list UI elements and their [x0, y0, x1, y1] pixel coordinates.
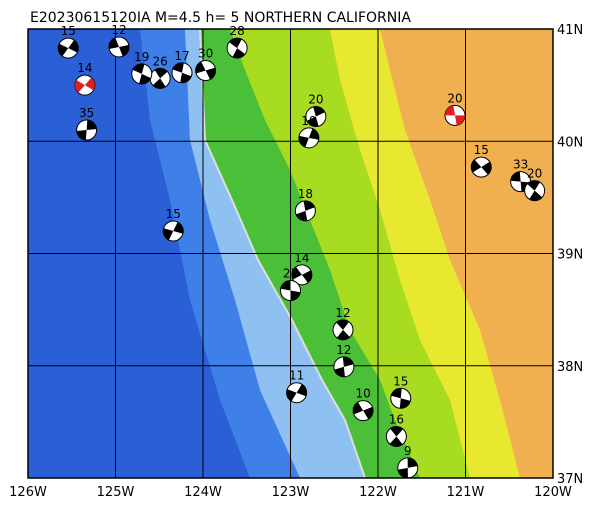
depth-label: 35	[79, 106, 94, 120]
depth-label: 10	[355, 387, 370, 401]
compression-quadrant	[527, 180, 543, 201]
focal-mechanism: 28	[226, 24, 248, 59]
focal-mechanism: 17	[171, 49, 193, 84]
depth-label: 15	[166, 207, 181, 221]
focal-mechanism: 12	[333, 343, 355, 378]
focal-mechanism: 26	[149, 54, 171, 89]
compression-quadrant	[389, 426, 404, 447]
x-tick-label: 126W	[9, 485, 47, 500]
focal-mechanism: 15	[470, 143, 492, 178]
compression-quadrant	[334, 356, 354, 377]
focal-mechanism: 12	[108, 23, 130, 58]
y-tick-label: 40N	[557, 135, 583, 150]
x-tick-label: 120W	[534, 485, 572, 500]
compression-quadrant	[291, 266, 312, 283]
depth-label: 20	[527, 167, 542, 181]
focal-mechanism: 10	[298, 114, 320, 149]
depth-label: 19	[134, 50, 149, 64]
depth-label: 28	[229, 24, 244, 38]
y-tick-label: 38N	[557, 360, 583, 375]
compression-quadrant	[296, 200, 315, 221]
depth-label: 15	[474, 143, 489, 157]
depth-label: 30	[198, 47, 213, 61]
focal-mechanism: 14	[291, 251, 313, 286]
compression-quadrant	[353, 402, 374, 420]
compression-quadrant	[76, 120, 97, 140]
x-tick-label: 125W	[97, 485, 135, 500]
depth-label: 18	[298, 187, 313, 201]
focal-mechanism: 20	[524, 167, 546, 202]
compression-quadrant	[336, 319, 350, 340]
x-tick-label: 123W	[272, 485, 310, 500]
y-tick-label: 39N	[557, 248, 583, 263]
x-tick-label: 124W	[184, 485, 222, 500]
compression-quadrant	[58, 40, 79, 57]
depth-label: 16	[389, 412, 404, 426]
depth-label: 33	[513, 158, 528, 172]
focal-mechanism: 15	[57, 24, 79, 59]
focal-mechanism: 21	[280, 267, 301, 302]
focal-mechanism: 15	[162, 207, 184, 242]
focal-mechanism: 35	[76, 106, 98, 141]
focal-mechanism: 18	[294, 187, 316, 222]
compression-quadrant	[397, 457, 418, 478]
compression-quadrant	[445, 105, 466, 126]
focal-mechanism: 20	[305, 93, 327, 128]
compression-quadrant	[108, 37, 130, 57]
x-tick-label: 122W	[359, 485, 397, 500]
depth-label: 14	[294, 251, 309, 265]
compression-quadrant	[280, 280, 301, 301]
focal-mechanism: 11	[286, 369, 308, 404]
depth-label: 17	[174, 49, 189, 63]
focal-mechanism: 16	[385, 412, 407, 447]
compression-quadrant	[391, 388, 411, 409]
compression-quadrant	[74, 77, 95, 93]
depth-label: 20	[308, 93, 323, 107]
x-tick-label: 121W	[447, 485, 485, 500]
frame	[27, 28, 554, 479]
focal-mechanism: 30	[195, 47, 217, 82]
y-tick-label: 41N	[557, 23, 583, 38]
compression-quadrant	[229, 38, 246, 59]
focal-mechanism: 20	[444, 91, 466, 126]
compression-quadrant	[471, 159, 492, 175]
focal-mechanism: 9	[397, 444, 419, 479]
depth-label: 15	[393, 374, 408, 388]
compression-quadrant	[195, 61, 216, 80]
compression-quadrant	[286, 384, 307, 402]
depth-label: 12	[336, 343, 351, 357]
focal-mechanism: 14	[74, 61, 96, 96]
focal-mechanism: 19	[131, 50, 153, 85]
depth-label: 21	[283, 267, 298, 281]
compression-quadrant	[306, 106, 325, 127]
depth-label: 15	[61, 24, 76, 38]
compression-quadrant	[132, 63, 151, 84]
depth-label: 20	[447, 91, 462, 105]
depth-label: 11	[289, 369, 304, 383]
depth-label: 14	[77, 61, 92, 75]
map-title: E20230615120IA M=4.5 h= 5 NORTHERN CALIF…	[30, 10, 411, 26]
depth-label: 9	[404, 444, 412, 458]
compression-quadrant	[172, 62, 192, 83]
depth-label: 10	[301, 114, 316, 128]
focal-mechanism: 10	[352, 387, 374, 422]
compression-quadrant	[298, 128, 319, 148]
depth-label: 12	[335, 306, 350, 320]
focal-mechanism: 12	[332, 306, 354, 341]
compression-quadrant	[152, 68, 168, 89]
depth-label: 12	[111, 23, 126, 37]
compression-quadrant	[163, 222, 184, 240]
depth-label: 26	[152, 54, 167, 68]
focal-mechanism: 15	[390, 374, 412, 409]
y-tick-label: 37N	[557, 472, 583, 487]
